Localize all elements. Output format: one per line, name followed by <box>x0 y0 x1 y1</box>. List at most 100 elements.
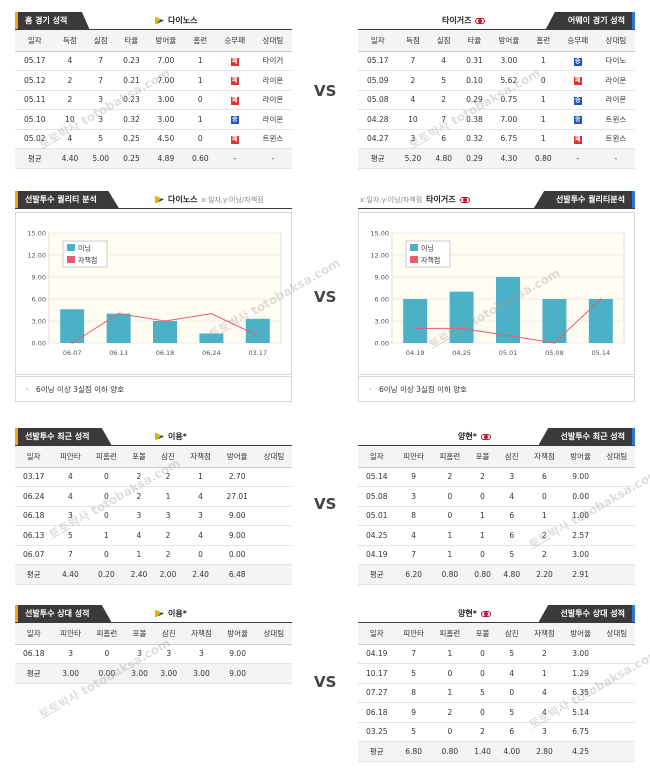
cell-value: 4 <box>67 491 73 501</box>
table-cell: 2 <box>124 486 154 507</box>
table-row: 05.17 4 7 0.23 7.00 1 패 타이거 <box>15 51 292 71</box>
table-cell: 05.10 <box>15 109 55 130</box>
cell-value: 06.18 <box>22 511 45 521</box>
vs-label-4: VS <box>314 673 337 691</box>
table-row: 04.28 10 7 0.38 7.00 1 승 트윈스 <box>358 109 635 130</box>
cell-value: 3 <box>411 491 417 501</box>
table-cell: 0 <box>431 663 468 684</box>
table-cell: 04.27 <box>358 129 398 149</box>
table-row: 06.13 5 1 4 2 4 9.00 <box>15 525 292 546</box>
cell-value: 1 <box>447 649 453 659</box>
average-cell: 4.40 <box>54 148 86 169</box>
cell-value: 4 <box>411 530 417 540</box>
average-cell: 평균 <box>15 148 55 169</box>
table-cell: 0 <box>467 545 498 565</box>
recent-left-pitcher: 이용* <box>155 431 187 442</box>
home-record-title-text: 홈 경기 성적 <box>25 16 68 25</box>
column-header: 피홈런 <box>88 623 125 645</box>
table-cell: 7 <box>395 545 432 565</box>
cell-value: 10.17 <box>366 668 388 678</box>
table-cell: 0.00 <box>562 486 599 507</box>
y-tick-label: 12.00 <box>27 252 46 260</box>
table-row: 05.09 2 5 0.10 5.62 0 패 라이온 <box>358 70 635 91</box>
table-cell: 0 <box>431 722 468 742</box>
cell-value: 8 <box>411 688 417 698</box>
x-tick-label: 06.07 <box>63 349 82 357</box>
table-cell: 다이노 <box>596 51 635 71</box>
column-header: 피안타 <box>395 446 432 468</box>
cell-value: 0 <box>480 550 485 560</box>
y-tick-label: 0.00 <box>375 340 389 348</box>
result-badge: 승 <box>573 96 582 105</box>
average-cell: 평균 <box>358 148 398 169</box>
home-record-title: 홈 경기 성적 <box>15 12 90 29</box>
away-team-name: 타이거즈 <box>442 16 472 25</box>
column-header: 상대팀 <box>598 623 635 645</box>
table-cell: 0 <box>431 486 468 507</box>
table-cell: 2 <box>54 90 86 110</box>
table-cell: 04.28 <box>358 109 398 130</box>
table-cell: 0 <box>88 644 125 664</box>
table-row: 04.25 4 1 1 6 2 2.57 <box>358 525 635 546</box>
table-cell: 7 <box>52 545 89 565</box>
cell-value: 0.75 <box>500 95 518 105</box>
table-cell: 라이온 <box>253 90 292 110</box>
average-cell: 평균 <box>358 741 396 762</box>
cell-value: 4 <box>410 95 416 105</box>
table-cell: 1 <box>527 109 559 130</box>
average-cell <box>255 564 292 585</box>
cell-value: 1 <box>447 688 453 698</box>
cell-value: 6.75 <box>572 727 589 737</box>
table-cell: 05.12 <box>15 70 55 91</box>
cell-value: 2 <box>447 707 453 717</box>
table-cell <box>255 486 292 507</box>
cell-value: 1 <box>480 511 485 521</box>
table-cell: 05.02 <box>15 129 55 149</box>
table-row: 05.10 10 3 0.32 3.00 1 승 라이온 <box>15 109 292 130</box>
table-cell: 6 <box>497 722 527 742</box>
quality-left-axis-note: x:일자,y:이닝/자책점 <box>201 195 264 204</box>
recent-left-pitcher-name: 이용* <box>168 432 187 441</box>
table-cell: 05.09 <box>358 70 398 91</box>
table-cell: 0 <box>526 486 563 507</box>
table-cell: 07.27 <box>358 683 396 703</box>
table-cell: 4 <box>497 486 527 507</box>
x-tick-label: 04.19 <box>406 349 425 357</box>
table-cell: 6 <box>428 129 460 149</box>
table-cell: 4 <box>52 486 89 507</box>
table-cell: 10.17 <box>358 663 396 684</box>
cell-value: 05.11 <box>24 95 46 105</box>
table-row: 07.27 8 1 5 0 4 6.35 <box>358 683 635 703</box>
point-earned-runs <box>257 334 259 337</box>
cell-value: 라이온 <box>605 75 627 85</box>
cell-value: 2 <box>542 550 547 560</box>
column-header: 상대팀 <box>598 446 635 468</box>
cell-value: 0 <box>542 491 547 501</box>
average-cell: 2.20 <box>526 564 563 585</box>
x-tick-label: 04.25 <box>452 349 471 357</box>
table-cell: 2 <box>124 467 154 487</box>
cell-value: 4 <box>441 56 447 66</box>
average-cell: - <box>215 148 254 169</box>
column-header: 실점 <box>428 30 460 52</box>
average-cell: 3.00 <box>52 663 89 684</box>
table-row: 05.08 4 2 0.29 0.75 1 승 라이온 <box>358 90 635 110</box>
quality-left-header: 선발투수 퀄리티 분석 다이노스 x:일자,y:이닝/자책점 <box>15 183 292 209</box>
point-earned-runs <box>71 342 73 344</box>
table-cell <box>598 663 635 684</box>
table-cell: 0.23 <box>116 51 147 71</box>
table-cell: 4 <box>497 663 527 684</box>
home-record-table: 일자 득점 실점 타율 방어율 홈런 승무패 상대팀 05.17 4 7 0.23 7.00 1 패 타이거 0… <box>15 30 292 169</box>
legend-swatch-innings <box>410 244 418 251</box>
average-cell: 3.00 <box>124 663 155 684</box>
cell-value: 7 <box>411 550 417 560</box>
cell-value: 3 <box>199 649 204 659</box>
table-cell: 5 <box>467 683 498 703</box>
table-row: 10.17 5 0 0 4 1 1.29 <box>358 663 635 684</box>
table-cell: 라이온 <box>596 70 635 91</box>
cell-value: 4 <box>67 56 73 66</box>
result-badge: 승 <box>230 116 239 125</box>
cell-value: 0.23 <box>123 56 140 66</box>
table-cell: 5 <box>85 129 117 149</box>
y-tick-label: 9.00 <box>32 274 46 282</box>
